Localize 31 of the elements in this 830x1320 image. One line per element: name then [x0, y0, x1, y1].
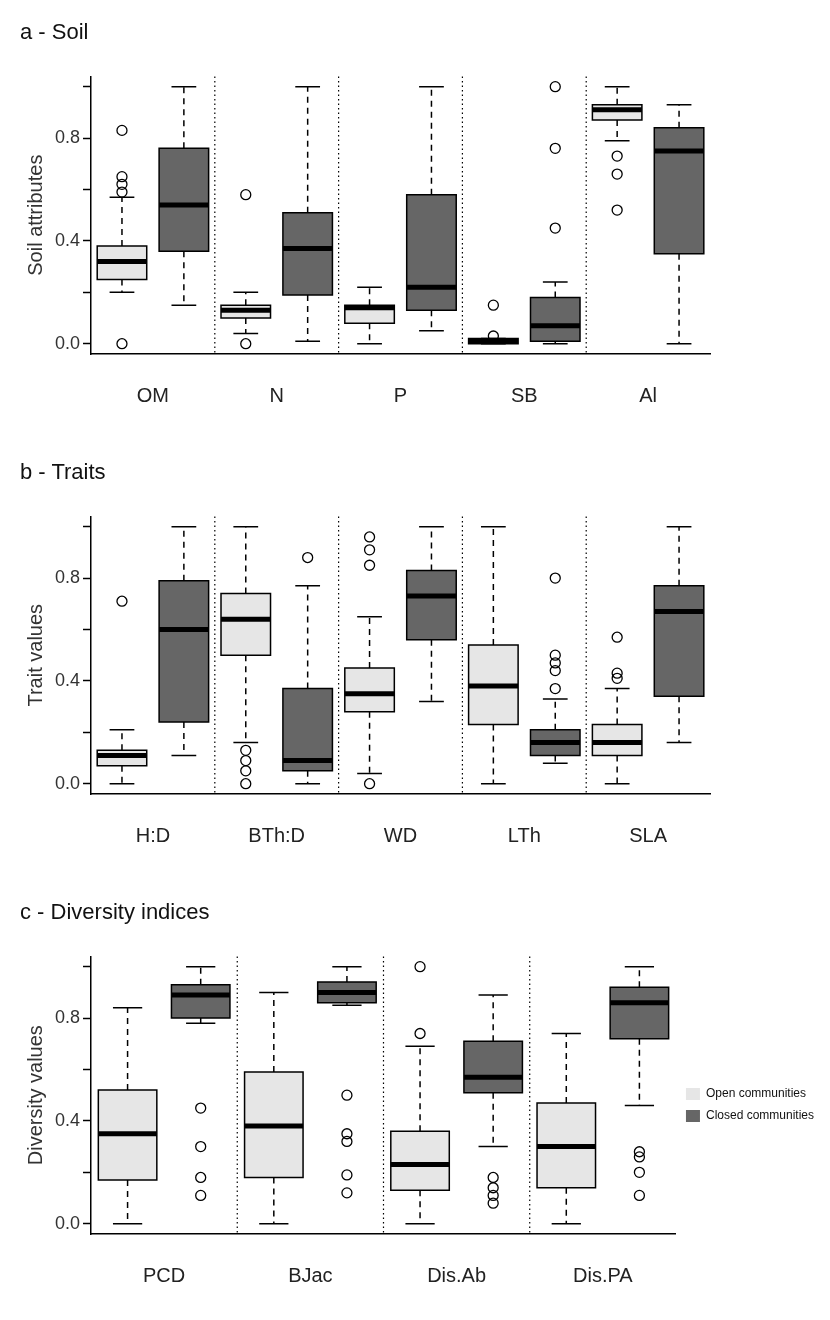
y-tick-label: 0.0 [54, 772, 81, 793]
y-tick-label: 0.0 [54, 332, 81, 353]
x-tick-label: BJac [288, 1263, 333, 1286]
x-tick-label: SB [510, 383, 538, 406]
y-tick-label: 0.4 [54, 229, 81, 250]
x-tick-label: OM [136, 383, 170, 406]
x-tick-label: WD [383, 823, 418, 846]
y-tick-label: 0.4 [54, 1109, 81, 1130]
x-tick-label: LTh [507, 823, 541, 846]
chart-title: a - Soil [20, 19, 89, 45]
legend-label: Closed communities [705, 1108, 815, 1123]
x-tick-label: Al [639, 383, 657, 406]
y-axis-title: Soil attributes [23, 154, 46, 276]
y-axis-title: Diversity values [23, 1025, 46, 1166]
y-tick-label: 0.8 [54, 127, 81, 148]
legend-label: Open communities [705, 1086, 807, 1101]
x-tick-label: Dis.PA [573, 1263, 634, 1286]
x-tick-label: BTh:D [248, 823, 306, 846]
x-tick-label: P [393, 383, 408, 406]
x-tick-label: SLA [629, 823, 668, 846]
y-tick-label: 0.8 [54, 1007, 81, 1028]
y-tick-label: 0.8 [54, 567, 81, 588]
y-axis-title: Trait values [23, 603, 46, 707]
x-tick-label: N [269, 383, 284, 406]
chart-title: b - Traits [20, 459, 106, 485]
x-tick-label: H:D [135, 823, 171, 846]
y-tick-label: 0.0 [54, 1212, 81, 1233]
x-tick-label: PCD [143, 1263, 186, 1286]
y-tick-label: 0.4 [54, 669, 81, 690]
x-tick-label: Dis.Ab [427, 1263, 487, 1286]
chart-title: c - Diversity indices [20, 899, 210, 925]
